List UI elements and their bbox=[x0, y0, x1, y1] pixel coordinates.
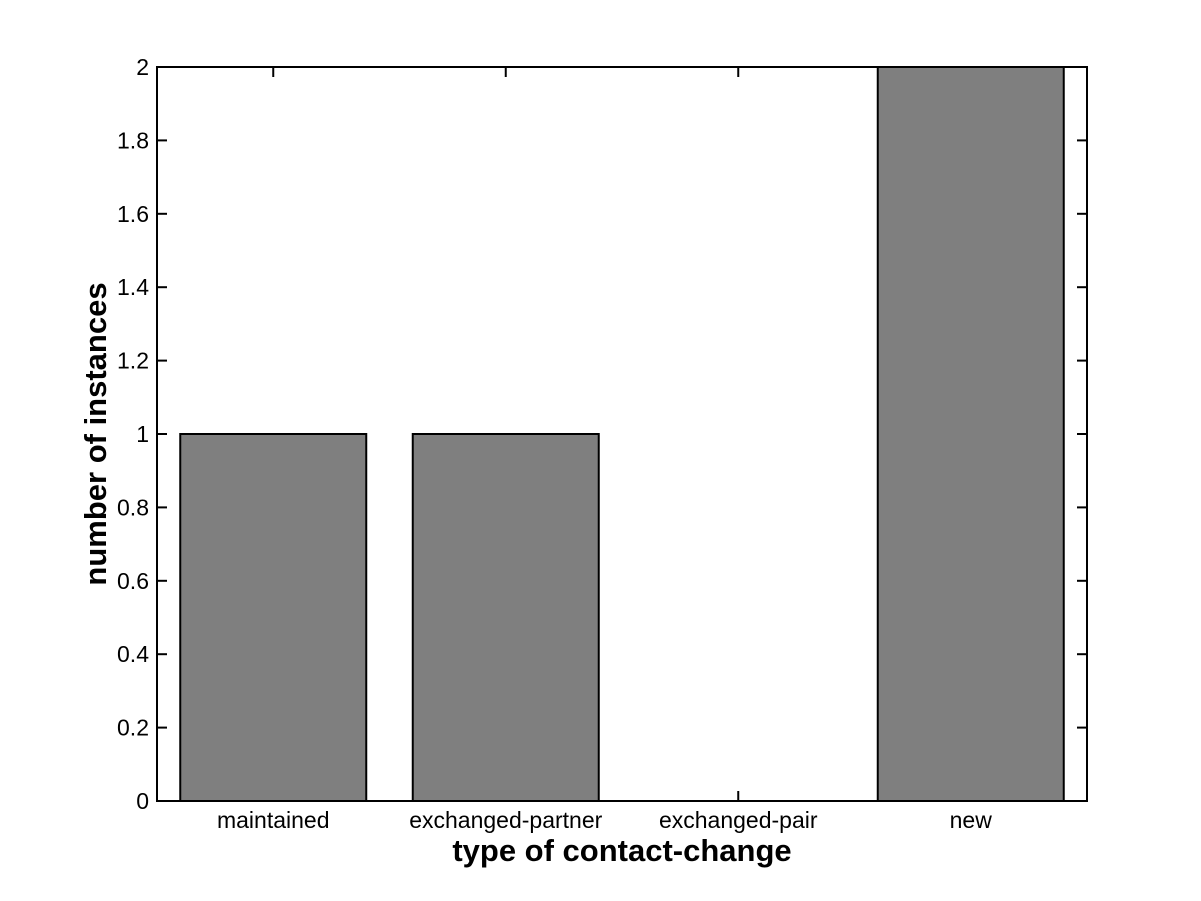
bar-maintained bbox=[179, 433, 368, 802]
x-tick-label: maintained bbox=[217, 807, 330, 833]
y-tick-label: 0.2 bbox=[117, 715, 149, 741]
y-tick-label: 0.8 bbox=[117, 494, 149, 520]
x-tick-label: exchanged-partner bbox=[409, 807, 602, 833]
y-tick-label: 0 bbox=[136, 788, 149, 814]
y-tick-label: 1.6 bbox=[117, 201, 149, 227]
y-tick-label: 0.6 bbox=[117, 568, 149, 594]
y-tick-label: 1.4 bbox=[117, 274, 149, 300]
y-tick-label: 1 bbox=[136, 421, 149, 447]
y-tick-label: 1.8 bbox=[117, 127, 149, 153]
x-tick-label: new bbox=[950, 807, 993, 833]
bars-layer bbox=[179, 66, 1065, 802]
bar-exchanged-partner bbox=[411, 433, 600, 802]
x-axis-label: type of contact-change bbox=[452, 833, 791, 868]
y-tick-label: 2 bbox=[136, 54, 149, 80]
tick-labels-layer: 0 0.2 0.4 0.6 0.8 1 1.2 1.4 1.6 1.8 2 maintained exc… bbox=[117, 54, 992, 833]
y-tick-label: 1.2 bbox=[117, 348, 149, 374]
y-axis-label: number of instances bbox=[78, 282, 113, 585]
bar-new bbox=[876, 66, 1065, 802]
y-tick-label: 0.4 bbox=[117, 641, 149, 667]
x-tick-label: exchanged-pair bbox=[659, 807, 818, 833]
